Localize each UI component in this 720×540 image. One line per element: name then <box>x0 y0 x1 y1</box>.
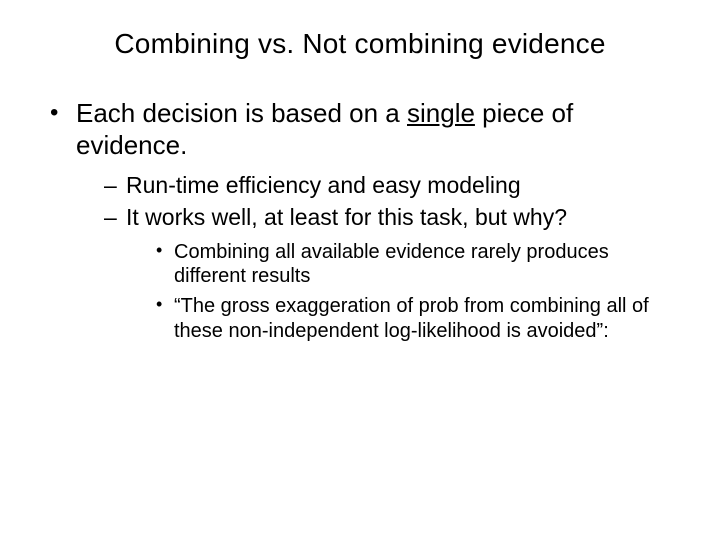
bullet-list-level1: Each decision is based on a single piece… <box>40 98 680 343</box>
list-item: “The gross exaggeration of prob from com… <box>154 294 680 343</box>
list-item: Combining all available evidence rarely … <box>154 240 680 289</box>
list-item: Run-time efficiency and easy modeling <box>104 171 680 199</box>
subsub1-text: Combining all available evidence rarely … <box>174 241 609 287</box>
slide-title: Combining vs. Not combining evidence <box>40 28 680 60</box>
list-item: Each decision is based on a single piece… <box>48 98 680 343</box>
sub1-text: Run-time efficiency and easy modeling <box>126 172 521 198</box>
bullet-list-level2: Run-time efficiency and easy modeling It… <box>76 171 680 343</box>
bullet1-text-underlined: single <box>407 98 475 128</box>
bullet1-text-pre: Each decision is based on a <box>76 98 407 128</box>
subsub2-text: “The gross exaggeration of prob from com… <box>174 295 649 341</box>
slide: Combining vs. Not combining evidence Eac… <box>0 0 720 540</box>
list-item: It works well, at least for this task, b… <box>104 203 680 343</box>
bullet-list-level3: Combining all available evidence rarely … <box>126 240 680 344</box>
sub2-text: It works well, at least for this task, b… <box>126 204 567 230</box>
